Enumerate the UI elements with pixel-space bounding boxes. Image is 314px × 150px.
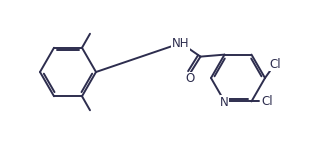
- Text: O: O: [186, 72, 195, 85]
- Text: NH: NH: [172, 37, 189, 50]
- Text: Cl: Cl: [269, 57, 281, 70]
- Text: N: N: [220, 96, 229, 109]
- Text: Cl: Cl: [262, 95, 273, 108]
